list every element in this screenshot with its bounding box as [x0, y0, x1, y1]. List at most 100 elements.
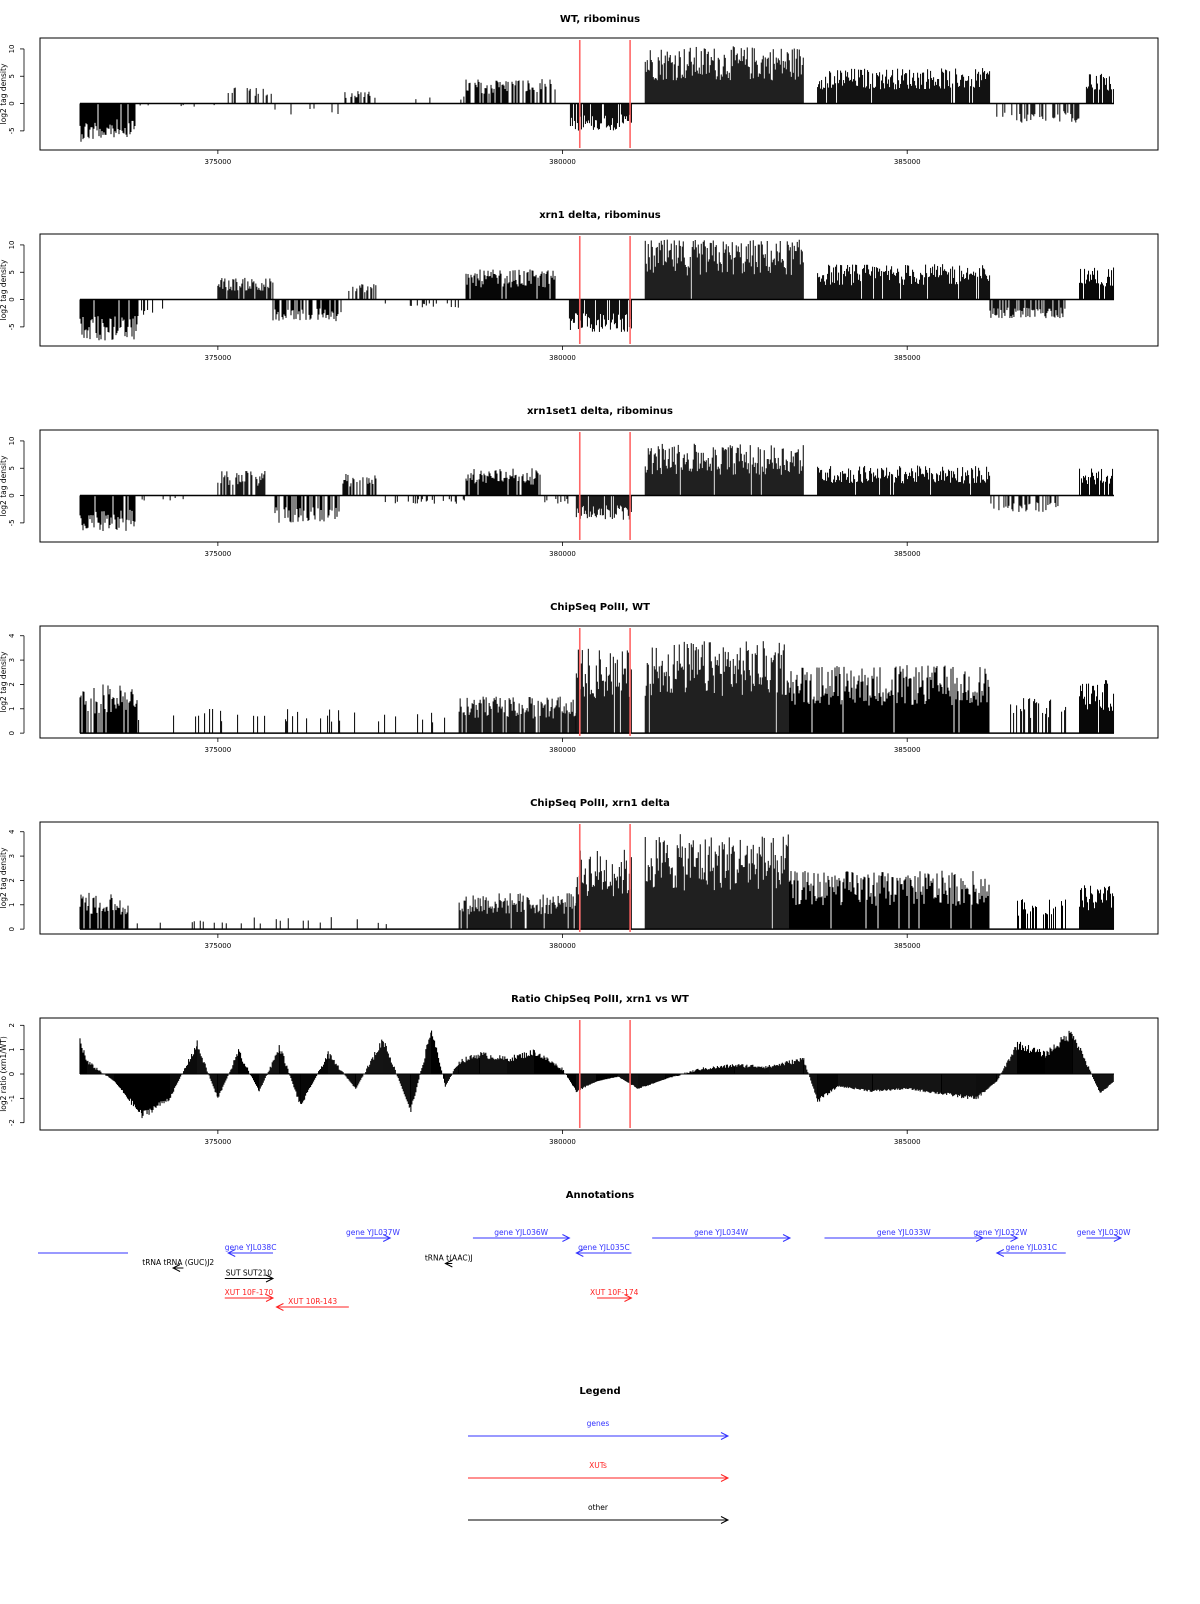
- annotation-label: gene YJL030W: [1077, 1228, 1131, 1237]
- legend-title: Legend: [579, 1386, 620, 1397]
- legend-entry-other: other: [468, 1503, 730, 1524]
- annotation-feature: tRNA tRNA (GUC)J2: [142, 1258, 214, 1272]
- annotation-label: gene YJL036W: [494, 1228, 548, 1237]
- y-tick-label: 10: [8, 240, 16, 249]
- annotation-feature: tRNA t(AAC)J: [425, 1254, 473, 1268]
- y-tick-label: 3: [8, 658, 16, 662]
- y-tick-label: 2: [8, 1023, 16, 1027]
- arrow-head: [995, 1249, 1005, 1257]
- x-tick-label: 380000: [549, 550, 576, 558]
- y-tick-label: 5: [8, 270, 16, 274]
- legend-label: XUTs: [589, 1461, 607, 1470]
- y-tick-label: 1: [8, 707, 16, 711]
- x-tick-label: 375000: [204, 354, 231, 362]
- panel-title: ChipSeq PolII, WT: [550, 602, 650, 613]
- arrow-head: [782, 1234, 792, 1242]
- panel-title: Ratio ChipSeq PolII, xrn1 vs WT: [511, 994, 689, 1005]
- plot-frame: [39, 37, 1159, 151]
- plot-frame: [39, 821, 1159, 935]
- arrow-head: [444, 1259, 453, 1268]
- annotations-panel: Annotations gene YJL037W gene YJL038C gene …: [38, 1190, 1131, 1311]
- y-tick-label: 0: [8, 297, 16, 301]
- arrow-head: [275, 1303, 284, 1311]
- panel-2: xrn1 delta, ribominus -5 0 5 10 log2 tag dens…: [0, 210, 1159, 362]
- panel-5: ChipSeq PolII, xrn1 delta 0 1 2 3 4 log2 tag d…: [0, 798, 1159, 950]
- x-tick-label: 385000: [894, 158, 921, 166]
- y-axis-label: log2 ratio (xrn1/WT): [0, 1036, 8, 1112]
- legend-entry-xuts: XUTs: [468, 1461, 730, 1482]
- annotation-label: XUT 10F-174: [590, 1288, 639, 1297]
- x-tick-label: 385000: [894, 354, 921, 362]
- arrow-head: [720, 1516, 730, 1524]
- legend-label: genes: [587, 1419, 610, 1428]
- y-axis-label: log2 tag density: [0, 651, 8, 712]
- y-tick-label: 5: [8, 74, 16, 78]
- annotation-label: gene YJL033W: [877, 1228, 931, 1237]
- annotation-label: gene YJL032W: [973, 1228, 1027, 1237]
- y-tick-label: -5: [8, 127, 16, 134]
- panel-title: ChipSeq PolII, xrn1 delta: [530, 798, 670, 809]
- y-tick-label: 1: [8, 903, 16, 907]
- plot-frame: [39, 625, 1159, 739]
- y-tick-label: -5: [8, 323, 16, 330]
- y-axis-label: log2 tag density: [0, 259, 8, 320]
- x-tick-label: 385000: [894, 942, 921, 950]
- annotation-label: gene YJL034W: [694, 1228, 748, 1237]
- signal-bars: [79, 641, 1115, 734]
- annotation-label: gene YJL031C: [1005, 1243, 1057, 1252]
- annotation-label: gene YJL035C: [578, 1243, 630, 1252]
- x-tick-label: 375000: [204, 550, 231, 558]
- annotation-feature: gene YJL035C: [575, 1243, 632, 1257]
- y-tick-label: 2: [8, 878, 16, 882]
- annotation-label: SUT SUT210: [226, 1269, 273, 1278]
- y-tick-label: -5: [8, 519, 16, 526]
- y-tick-label: 4: [8, 633, 16, 638]
- y-axis-label: log2 tag density: [0, 63, 8, 124]
- annotation-feature: gene YJL030W: [1077, 1228, 1131, 1242]
- annotation-feature: gene YJL036W: [472, 1228, 571, 1242]
- arrow-head: [171, 1264, 181, 1272]
- arrow-head: [265, 1294, 275, 1302]
- annotation-label: XUT 10R-143: [288, 1297, 337, 1306]
- legend-label: other: [588, 1503, 609, 1512]
- annotation-feature: gene YJL037W: [346, 1228, 400, 1242]
- annotation-label: tRNA t(AAC)J: [425, 1254, 473, 1263]
- x-tick-label: 375000: [204, 158, 231, 166]
- annotation-feature: gene YJL031C: [995, 1243, 1066, 1257]
- panel-3: xrn1set1 delta, ribominus -5 0 5 10 log2 tag …: [0, 406, 1159, 558]
- y-tick-label: 2: [8, 682, 16, 686]
- x-tick-label: 380000: [549, 158, 576, 166]
- panel-title: WT, ribominus: [560, 14, 640, 25]
- x-tick-label: 375000: [204, 942, 231, 950]
- y-tick-label: 0: [8, 731, 16, 735]
- arrow-head: [624, 1294, 633, 1302]
- annotation-feature: XUT 10R-143: [275, 1297, 349, 1311]
- panel-6: Ratio ChipSeq PolII, xrn1 vs WT -2 -1 0 1 2 lo…: [0, 994, 1159, 1146]
- y-tick-label: -1: [8, 1095, 16, 1102]
- plot-frame: [39, 429, 1159, 543]
- annotation-feature: SUT SUT210: [224, 1269, 275, 1283]
- panel-1: WT, ribominus -5 0 5 10 log2 tag density 37500…: [0, 14, 1159, 166]
- x-tick-label: 375000: [204, 746, 231, 754]
- x-tick-label: 385000: [894, 1138, 921, 1146]
- annotation-feature: XUT 10F-170: [225, 1288, 275, 1302]
- y-tick-label: -2: [8, 1119, 16, 1126]
- x-tick-label: 375000: [204, 1138, 231, 1146]
- plot-frame: [39, 233, 1159, 347]
- x-tick-label: 380000: [549, 942, 576, 950]
- arrow-head: [1113, 1234, 1123, 1242]
- x-tick-label: 380000: [549, 1138, 576, 1146]
- y-tick-label: 10: [8, 44, 16, 53]
- panel-4: ChipSeq PolII, WT 0 1 2 3 4 log2 tag density 37…: [0, 602, 1159, 754]
- annotation-feature: gene YJL033W: [824, 1228, 985, 1242]
- x-tick-label: 380000: [549, 746, 576, 754]
- panel-title: xrn1 delta, ribominus: [539, 210, 661, 221]
- x-tick-label: 385000: [894, 550, 921, 558]
- y-tick-label: 1: [8, 1047, 16, 1051]
- annotation-label: tRNA tRNA (GUC)J2: [142, 1258, 214, 1267]
- legend-panel: Legend genes XUTs other: [468, 1386, 730, 1524]
- x-tick-label: 380000: [549, 354, 576, 362]
- annotation-feature: XUT 10F-174: [590, 1288, 639, 1302]
- annotation-feature: gene YJL032W: [973, 1228, 1028, 1242]
